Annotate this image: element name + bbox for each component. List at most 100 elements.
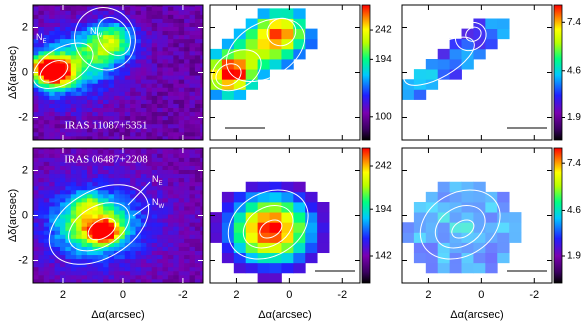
pixel [33, 266, 39, 272]
pixel [65, 50, 72, 56]
pixel [151, 197, 158, 203]
pixel [167, 181, 174, 187]
pixel [167, 177, 174, 183]
pixel [103, 83, 109, 88]
pixel [140, 177, 147, 183]
pixel [65, 149, 72, 154]
pixel [97, 42, 104, 48]
pixel [113, 206, 120, 211]
pixel [92, 148, 99, 150]
pixel [135, 42, 142, 48]
pixel [167, 258, 174, 264]
pixel [124, 234, 131, 239]
pixel [65, 115, 72, 121]
pixel [189, 135, 196, 140]
pixel [173, 250, 180, 256]
pixel [49, 107, 55, 113]
pixel [157, 197, 163, 203]
pixel [178, 63, 185, 68]
pixel [194, 26, 201, 32]
pixel [167, 95, 174, 100]
pixel [81, 230, 88, 235]
pixel [70, 189, 77, 195]
pixel [200, 79, 203, 84]
pixel [103, 79, 109, 84]
pixel [167, 218, 174, 223]
pixel [103, 30, 109, 36]
pixel [200, 123, 203, 129]
pixel [86, 119, 93, 125]
pixel [103, 266, 109, 272]
pixel [461, 212, 474, 223]
pixel [33, 30, 39, 36]
pixel [54, 230, 61, 235]
pixel [54, 46, 61, 52]
pixel [54, 10, 61, 15]
pixel [108, 185, 115, 191]
pixel [97, 165, 104, 170]
pixel [157, 63, 163, 68]
pixel [108, 75, 115, 80]
pixel [38, 111, 45, 117]
pixel [59, 169, 66, 175]
pixel [151, 127, 158, 133]
pixel [92, 242, 99, 247]
pixel [184, 148, 190, 150]
pixel [189, 218, 196, 223]
pixel [38, 226, 45, 231]
pixel [97, 189, 104, 195]
pixel [86, 54, 93, 60]
pixel [97, 148, 104, 150]
pixel [65, 95, 72, 100]
pixel [257, 59, 270, 70]
pixel [49, 234, 55, 239]
pixel [54, 153, 61, 158]
pixel [38, 242, 45, 247]
pixel [92, 157, 99, 162]
pixel [33, 218, 39, 223]
pixel [173, 254, 180, 260]
pixel [146, 148, 153, 150]
pixel [76, 75, 82, 80]
pixel [38, 165, 45, 170]
pixel [151, 54, 158, 60]
pixel [157, 99, 163, 104]
pixel [59, 127, 66, 133]
pixel [33, 131, 39, 137]
pixel [135, 161, 142, 166]
pixel [86, 202, 93, 207]
pixel [200, 26, 203, 32]
contour [227, 189, 309, 260]
pixel [92, 173, 99, 179]
pixel [59, 38, 66, 44]
pixel [135, 99, 142, 104]
pixel [151, 131, 158, 137]
pixel [140, 165, 147, 170]
pixel [33, 238, 39, 243]
pixel [497, 222, 510, 233]
pixel [103, 242, 109, 247]
pixel [124, 206, 131, 211]
pixel [65, 274, 72, 280]
pixel [135, 75, 142, 80]
pixel [97, 230, 104, 235]
pixel [38, 123, 45, 129]
pixel [86, 34, 93, 40]
pixel [130, 278, 136, 283]
pixel [70, 169, 77, 175]
pixel [92, 83, 99, 88]
pixel [124, 218, 131, 223]
pixel [70, 99, 77, 104]
pixel [189, 18, 196, 23]
pixel [189, 169, 196, 175]
pixel [43, 222, 50, 227]
pixel [135, 63, 142, 68]
pixel [97, 14, 104, 19]
pixel [194, 123, 201, 129]
pixel [437, 262, 451, 274]
pixel [76, 230, 82, 235]
pixel [245, 242, 259, 254]
pixel [33, 165, 39, 170]
pixel [119, 71, 126, 76]
pixel [86, 87, 93, 92]
